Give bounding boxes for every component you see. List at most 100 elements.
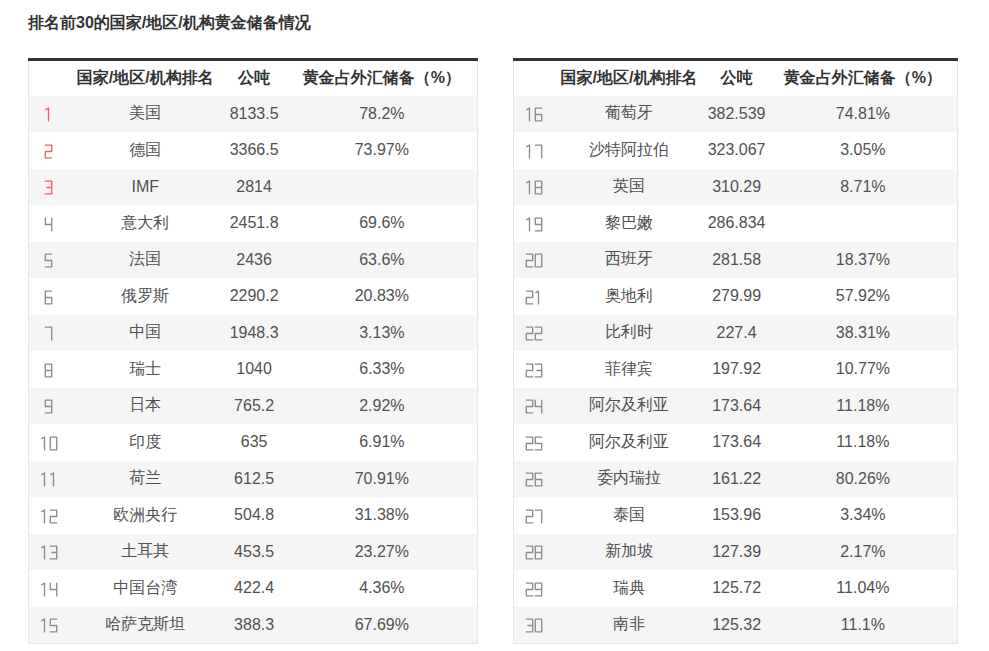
country-cell: 中国 (69, 315, 222, 352)
tonnes-cell: 2451.8 (222, 205, 287, 242)
country-cell: 西班牙 (553, 242, 704, 279)
rank-cell (29, 132, 69, 169)
country-cell: 德国 (69, 132, 222, 169)
table-row: 德国3366.573.97% (29, 132, 478, 169)
tonnes-cell: 504.8 (222, 497, 287, 534)
table-row: IMF2814 (29, 169, 478, 206)
table-row: 英国310.298.71% (514, 169, 958, 206)
table-row: 阿尔及利亚173.6411.18% (514, 388, 958, 425)
rank-digit-2 (525, 326, 534, 341)
rank-digit-4 (44, 217, 53, 232)
rank-digit-9 (534, 582, 543, 597)
country-cell: 沙特阿拉伯 (553, 132, 704, 169)
table-row: 奥地利279.9957.92% (514, 278, 958, 315)
country-cell: 英国 (553, 169, 704, 206)
tonnes-cell: 2436 (222, 242, 287, 279)
percent-cell: 3.05% (769, 132, 958, 169)
country-cell: 南非 (553, 607, 704, 644)
tonnes-cell: 3366.5 (222, 132, 287, 169)
rank-digit-2 (534, 326, 543, 341)
country-cell: 比利时 (553, 315, 704, 352)
country-cell: 日本 (69, 388, 222, 425)
rank-digit-9 (44, 399, 53, 414)
country-cell: 哈萨克斯坦 (69, 607, 222, 644)
rank-cell (514, 96, 554, 133)
rank-digit-2 (525, 436, 534, 451)
percent-cell: 6.33% (287, 351, 478, 388)
tonnes-cell: 310.29 (704, 169, 768, 206)
rank-digit-7 (534, 144, 543, 159)
percent-cell: 78.2% (287, 96, 478, 133)
rank-digit-3 (49, 545, 58, 560)
rank-digit-8 (534, 545, 543, 560)
rank-digit-1 (534, 290, 543, 305)
table-row: 荷兰612.570.91% (29, 461, 478, 498)
table-row: 西班牙281.5818.37% (514, 242, 958, 279)
percent-cell: 67.69% (287, 607, 478, 644)
table-header-row: 国家/地区/机构排名公吨黄金占外汇储备（%） (29, 60, 478, 96)
rank-digit-3 (525, 618, 534, 633)
percent-cell: 2.92% (287, 388, 478, 425)
percent-cell: 31.38% (287, 497, 478, 534)
rank-digit-1 (40, 618, 49, 633)
column-header-percent-cell: 黄金占外汇储备（%） (287, 60, 478, 96)
rank-cell (514, 607, 554, 644)
table-row: 美国8133.578.2% (29, 96, 478, 133)
country-cell: 荷兰 (69, 461, 222, 498)
rank-digit-2 (525, 253, 534, 268)
country-cell: 土耳其 (69, 534, 222, 571)
rank-digit-6 (44, 290, 53, 305)
rank-cell (29, 607, 69, 644)
rank-digit-1 (44, 107, 53, 122)
country-cell: 菲律宾 (553, 351, 704, 388)
tonnes-cell: 173.64 (704, 424, 768, 461)
tonnes-cell: 1948.3 (222, 315, 287, 352)
table-row: 俄罗斯2290.220.83% (29, 278, 478, 315)
rank-digit-2 (49, 509, 58, 524)
rank-digit-1 (525, 144, 534, 159)
percent-cell: 6.91% (287, 424, 478, 461)
country-cell: 印度 (69, 424, 222, 461)
rank-digit-1 (40, 509, 49, 524)
percent-cell: 80.26% (769, 461, 958, 498)
tonnes-cell: 125.72 (704, 570, 768, 607)
rank-cell (29, 315, 69, 352)
tonnes-cell: 286.834 (704, 205, 768, 242)
rank-cell (514, 351, 554, 388)
country-cell: 欧洲央行 (69, 497, 222, 534)
gold-table-ranks-1-15: 国家/地区/机构排名公吨黄金占外汇储备（%）美国8133.578.2%德国336… (28, 58, 478, 644)
rank-digit-8 (534, 180, 543, 195)
percent-cell: 4.36% (287, 570, 478, 607)
table-row: 瑞士10406.33% (29, 351, 478, 388)
rank-digit-1 (525, 217, 534, 232)
table-row: 阿尔及利亚173.6411.18% (514, 424, 958, 461)
table-row: 日本765.22.92% (29, 388, 478, 425)
rank-cell (29, 570, 69, 607)
table-row: 委内瑞拉161.2280.26% (514, 461, 958, 498)
column-header-tonnes-cell: 公吨 (704, 60, 768, 96)
page-title: 排名前30的国家/地区/机构黄金储备情况 (28, 13, 311, 34)
percent-cell: 11.1% (769, 607, 958, 644)
country-cell: 葡萄牙 (553, 96, 704, 133)
rank-cell (29, 461, 69, 498)
table-row: 黎巴嫩286.834 (514, 205, 958, 242)
country-cell: 黎巴嫩 (553, 205, 704, 242)
rank-cell (29, 242, 69, 279)
table-row: 新加坡127.392.17% (514, 534, 958, 571)
percent-cell: 3.13% (287, 315, 478, 352)
tonnes-cell: 635 (222, 424, 287, 461)
rank-cell (514, 205, 554, 242)
rank-digit-2 (525, 399, 534, 414)
rank-cell (514, 534, 554, 571)
rank-digit-8 (44, 363, 53, 378)
rank-digit-1 (40, 472, 49, 487)
country-cell: 阿尔及利亚 (553, 424, 704, 461)
percent-cell: 69.6% (287, 205, 478, 242)
percent-cell (287, 169, 478, 206)
percent-cell: 11.04% (769, 570, 958, 607)
rank-digit-5 (534, 436, 543, 451)
percent-cell: 63.6% (287, 242, 478, 279)
tonnes-cell: 161.22 (704, 461, 768, 498)
percent-cell: 8.71% (769, 169, 958, 206)
table-row: 菲律宾197.9210.77% (514, 351, 958, 388)
